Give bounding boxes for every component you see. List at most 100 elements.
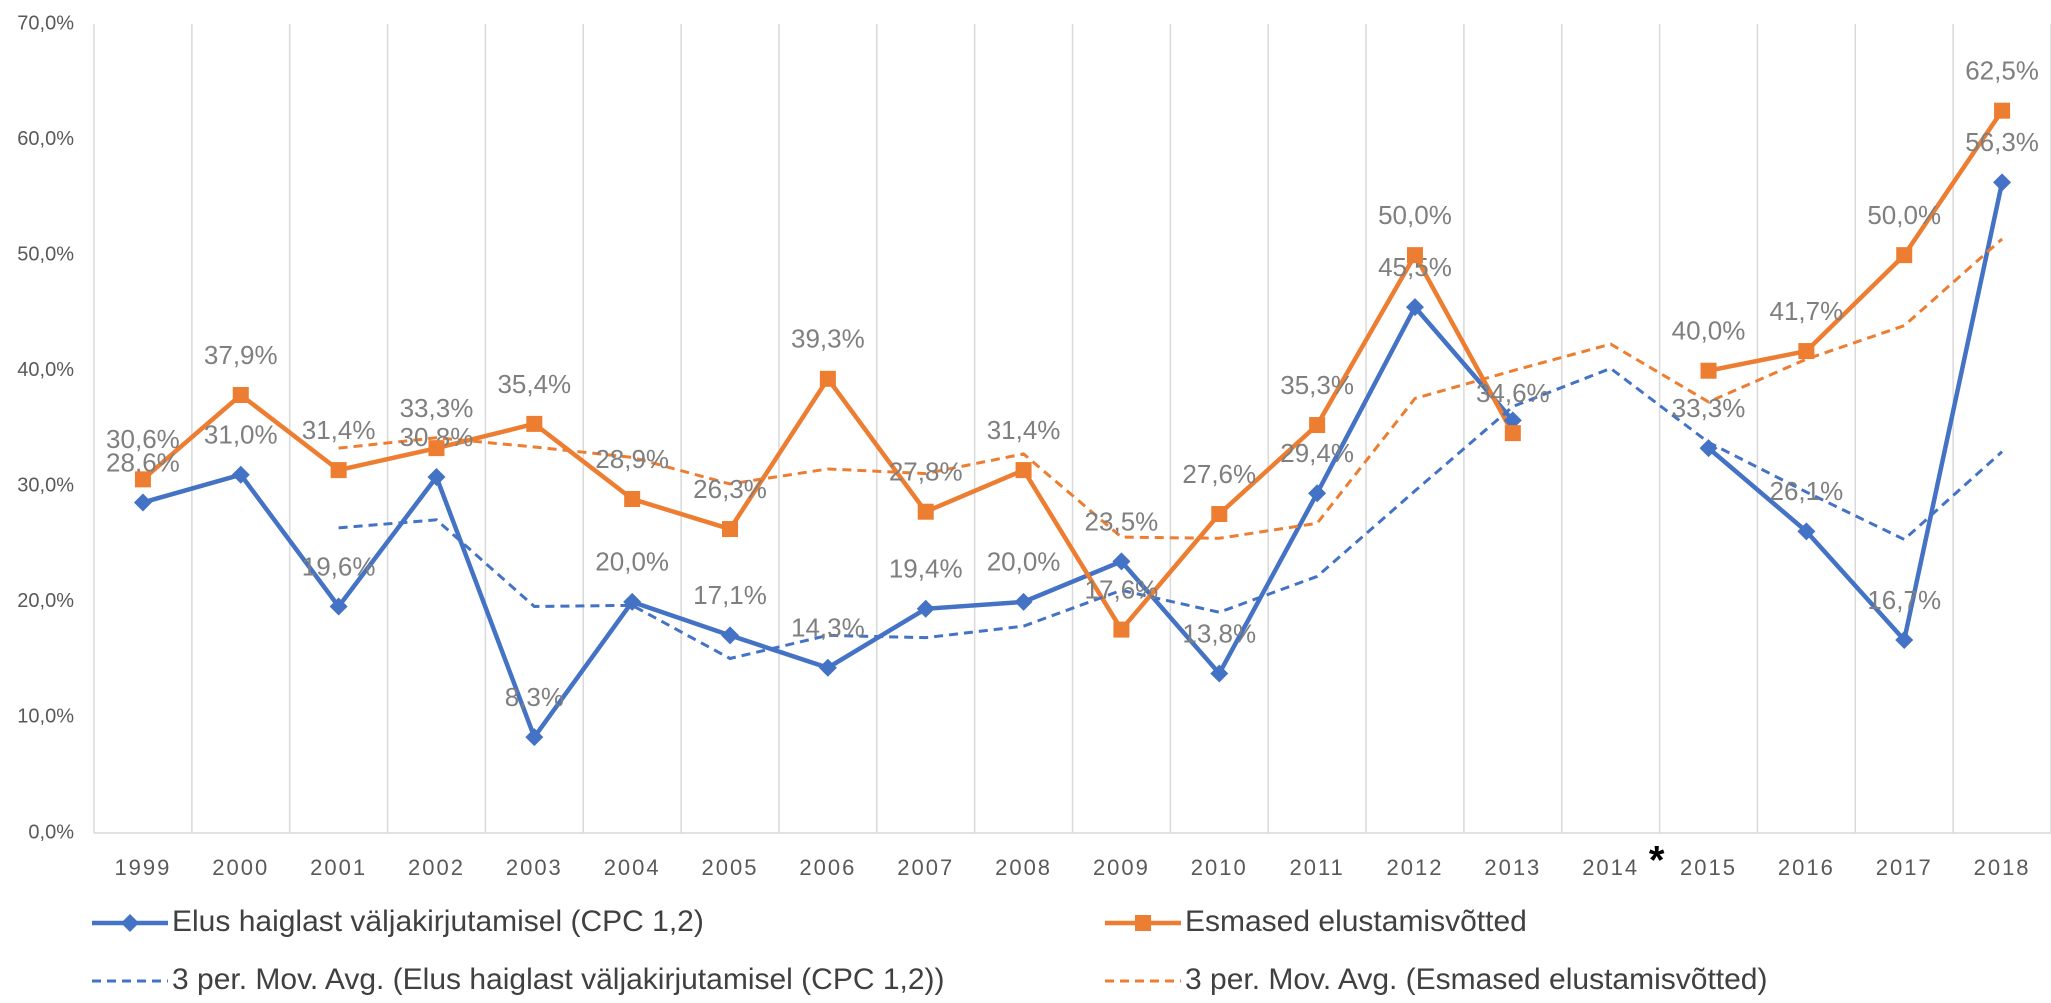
data-label: 20,0%	[595, 547, 669, 577]
marker	[134, 471, 151, 488]
x-tick-label: 2013	[1484, 855, 1541, 880]
data-label: 50,0%	[1378, 200, 1452, 230]
legend-label: 3 per. Mov. Avg. (Esmased elustamisvõtte…	[1185, 963, 1767, 996]
data-label: 40,0%	[1672, 316, 1746, 346]
y-tick-label: 40,0%	[17, 359, 74, 381]
data-label: 31,4%	[302, 415, 376, 445]
y-tick-label: 60,0%	[17, 128, 74, 150]
data-label: 37,9%	[204, 340, 278, 370]
marker	[1993, 173, 2012, 192]
y-tick-label: 0,0%	[28, 821, 74, 843]
y-tick-label: 50,0%	[17, 243, 74, 265]
x-tick-label: 2002	[408, 855, 465, 880]
marker	[1113, 621, 1130, 638]
data-label: 27,8%	[889, 457, 963, 487]
marker	[428, 440, 445, 457]
legend-label: 3 per. Mov. Avg. (Elus haiglast väljakir…	[172, 963, 945, 996]
data-label: 17,1%	[693, 580, 767, 610]
marker	[1798, 343, 1815, 360]
x-tick-label: 2012	[1386, 855, 1443, 880]
marker	[818, 658, 837, 677]
x-tick-label: 2015	[1680, 855, 1737, 880]
x-tick-label: 2005	[702, 855, 759, 880]
data-label: 19,4%	[889, 554, 963, 584]
marker	[1699, 439, 1718, 458]
legend-marker	[1135, 915, 1151, 931]
marker	[1112, 552, 1131, 571]
marker	[1700, 362, 1717, 379]
x-tick-label: 2004	[604, 855, 661, 880]
data-label: 20,0%	[987, 547, 1061, 577]
marker	[231, 465, 250, 484]
x-tick-label: 2016	[1778, 855, 1835, 880]
marker	[133, 493, 152, 512]
x-tick-label: 2017	[1876, 855, 1933, 880]
data-label: 41,7%	[1770, 296, 1844, 326]
marker	[1308, 484, 1327, 503]
marker	[232, 386, 249, 403]
data-label: 13,8%	[1182, 618, 1256, 648]
x-tick-label: 2008	[995, 855, 1052, 880]
marker	[819, 370, 836, 387]
marker	[427, 468, 446, 487]
data-label: 26,3%	[693, 474, 767, 504]
marker	[624, 490, 641, 507]
data-label: 56,3%	[1965, 127, 2039, 157]
x-tick-label: 2018	[1974, 855, 2031, 880]
data-label: 16,7%	[1867, 585, 1941, 615]
y-tick-label: 70,0%	[17, 12, 74, 34]
legend-label: Elus haiglast väljakirjutamisel (CPC 1,2…	[172, 905, 704, 938]
data-label: 31,0%	[204, 420, 278, 450]
data-label: 35,3%	[1280, 370, 1354, 400]
annotation: *	[1649, 839, 1665, 883]
data-label: 17,6%	[1085, 574, 1159, 604]
marker	[1504, 425, 1521, 442]
x-tick-label: 2010	[1191, 855, 1248, 880]
x-tick-label: 2014	[1582, 855, 1639, 880]
data-label: 34,6%	[1476, 378, 1550, 408]
data-label: 33,3%	[400, 393, 474, 423]
data-label: 33,3%	[1672, 393, 1746, 423]
trend-line	[338, 237, 2004, 540]
x-tick-label: 2000	[212, 855, 269, 880]
marker	[1405, 298, 1424, 317]
x-tick-label: 2003	[506, 855, 563, 880]
data-label: 19,6%	[302, 551, 376, 581]
marker	[722, 521, 739, 538]
marker	[623, 592, 642, 611]
x-tick-label: 2006	[799, 855, 856, 880]
marker	[329, 597, 348, 616]
marker	[1015, 462, 1032, 479]
data-label: 29,4%	[1280, 438, 1354, 468]
marker	[1309, 417, 1326, 434]
data-label: 50,0%	[1867, 200, 1941, 230]
x-tick-label: 2009	[1093, 855, 1150, 880]
data-label: 8,3%	[505, 682, 564, 712]
marker	[1994, 102, 2011, 119]
legend-label: Esmased elustamisvõtted	[1185, 905, 1527, 938]
x-tick-label: 2001	[310, 855, 367, 880]
marker	[1895, 630, 1914, 649]
marker	[1503, 411, 1522, 430]
marker	[330, 462, 347, 479]
x-tick-label: 2011	[1289, 855, 1344, 880]
data-label: 31,4%	[987, 415, 1061, 445]
data-label: 14,3%	[791, 613, 865, 643]
trend-line	[338, 366, 2004, 661]
marker	[1406, 247, 1423, 264]
legend-marker	[121, 914, 139, 932]
marker	[1014, 592, 1033, 611]
y-tick-label: 30,0%	[17, 475, 74, 497]
data-label: 28,9%	[595, 444, 669, 474]
data-label: 23,5%	[1085, 506, 1159, 536]
data-label: 30,6%	[106, 424, 180, 454]
marker	[721, 626, 740, 645]
x-tick-label: 2007	[897, 855, 954, 880]
marker	[1211, 506, 1228, 523]
data-label: 62,5%	[1965, 56, 2039, 86]
data-label: 27,6%	[1182, 459, 1256, 489]
data-label: 35,4%	[497, 369, 571, 399]
marker	[1896, 247, 1913, 264]
x-tick-label: 1999	[114, 855, 171, 880]
